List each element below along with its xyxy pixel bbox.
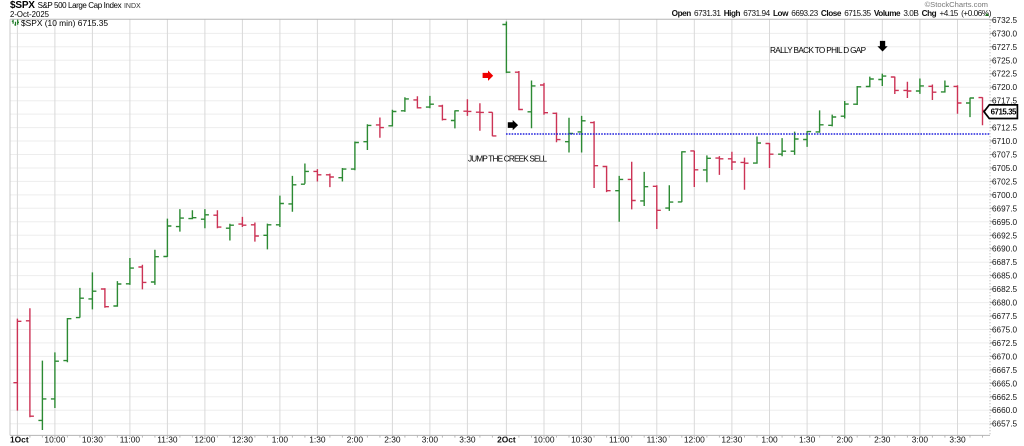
svg-text:3:00: 3:00 (912, 435, 929, 445)
svg-text:6730.0: 6730.0 (992, 29, 1017, 38)
svg-text:6672.5: 6672.5 (992, 339, 1017, 348)
svg-text:6675.0: 6675.0 (992, 326, 1017, 335)
svg-text:2:00: 2:00 (347, 435, 364, 445)
svg-text:6700.0: 6700.0 (992, 191, 1017, 200)
svg-text:6715.35: 6715.35 (991, 108, 1017, 117)
svg-text:3:00: 3:00 (422, 435, 439, 445)
svg-text:6732.5: 6732.5 (992, 16, 1017, 25)
svg-text:6660.0: 6660.0 (992, 406, 1017, 415)
svg-text:10:00: 10:00 (44, 435, 65, 445)
svg-text:6657.5: 6657.5 (992, 420, 1017, 429)
svg-text:6697.5: 6697.5 (992, 204, 1017, 213)
svg-text:12:30: 12:30 (721, 435, 742, 445)
svg-text:11:00: 11:00 (120, 435, 141, 445)
svg-text:6685.0: 6685.0 (992, 272, 1017, 281)
svg-text:JUMP THE CREEK SELL: JUMP THE CREEK SELL (468, 155, 547, 164)
svg-text:6677.5: 6677.5 (992, 312, 1017, 321)
svg-text:10:00: 10:00 (534, 435, 555, 445)
svg-text:10:30: 10:30 (82, 435, 103, 445)
svg-text:11:30: 11:30 (157, 435, 178, 445)
svg-text:6722.5: 6722.5 (992, 70, 1017, 79)
svg-text:6690.0: 6690.0 (992, 245, 1017, 254)
svg-text:3:30: 3:30 (459, 435, 476, 445)
svg-text:6705.0: 6705.0 (992, 164, 1017, 173)
svg-text:10:30: 10:30 (571, 435, 592, 445)
svg-text:6662.5: 6662.5 (992, 393, 1017, 402)
svg-text:6710.0: 6710.0 (992, 137, 1017, 146)
svg-text:2:30: 2:30 (384, 435, 401, 445)
svg-text:6692.5: 6692.5 (992, 231, 1017, 240)
svg-text:6717.5: 6717.5 (992, 97, 1017, 106)
svg-text:2Oct: 2Oct (497, 435, 516, 445)
svg-text:6680.0: 6680.0 (992, 299, 1017, 308)
svg-text:6702.5: 6702.5 (992, 177, 1017, 186)
svg-text:1:00: 1:00 (761, 435, 778, 445)
svg-text:6712.5: 6712.5 (992, 124, 1017, 133)
svg-text:6670.0: 6670.0 (992, 352, 1017, 361)
svg-text:6682.5: 6682.5 (992, 285, 1017, 294)
svg-text:2:30: 2:30 (874, 435, 891, 445)
svg-text:1:30: 1:30 (799, 435, 816, 445)
svg-text:12:00: 12:00 (684, 435, 705, 445)
svg-text:12:30: 12:30 (232, 435, 253, 445)
svg-text:6667.5: 6667.5 (992, 366, 1017, 375)
svg-text:6695.0: 6695.0 (992, 218, 1017, 227)
svg-text:1:00: 1:00 (272, 435, 289, 445)
svg-text:6725.0: 6725.0 (992, 56, 1017, 65)
svg-text:3:30: 3:30 (949, 435, 966, 445)
svg-text:6707.5: 6707.5 (992, 151, 1017, 160)
svg-text:6687.5: 6687.5 (992, 258, 1017, 267)
svg-text:11:00: 11:00 (609, 435, 630, 445)
svg-text:6720.0: 6720.0 (992, 83, 1017, 92)
svg-text:2:00: 2:00 (837, 435, 854, 445)
svg-text:6665.0: 6665.0 (992, 379, 1017, 388)
svg-text:1:30: 1:30 (309, 435, 326, 445)
svg-text:6727.5: 6727.5 (992, 43, 1017, 52)
svg-text:12:00: 12:00 (194, 435, 215, 445)
svg-text:RALLY BACK TO PHIL D GAP: RALLY BACK TO PHIL D GAP (770, 46, 867, 55)
svg-text:1Oct: 1Oct (10, 435, 29, 445)
svg-text:11:30: 11:30 (647, 435, 668, 445)
svg-text:$SPX (10 min) 6715.35: $SPX (10 min) 6715.35 (21, 18, 108, 28)
